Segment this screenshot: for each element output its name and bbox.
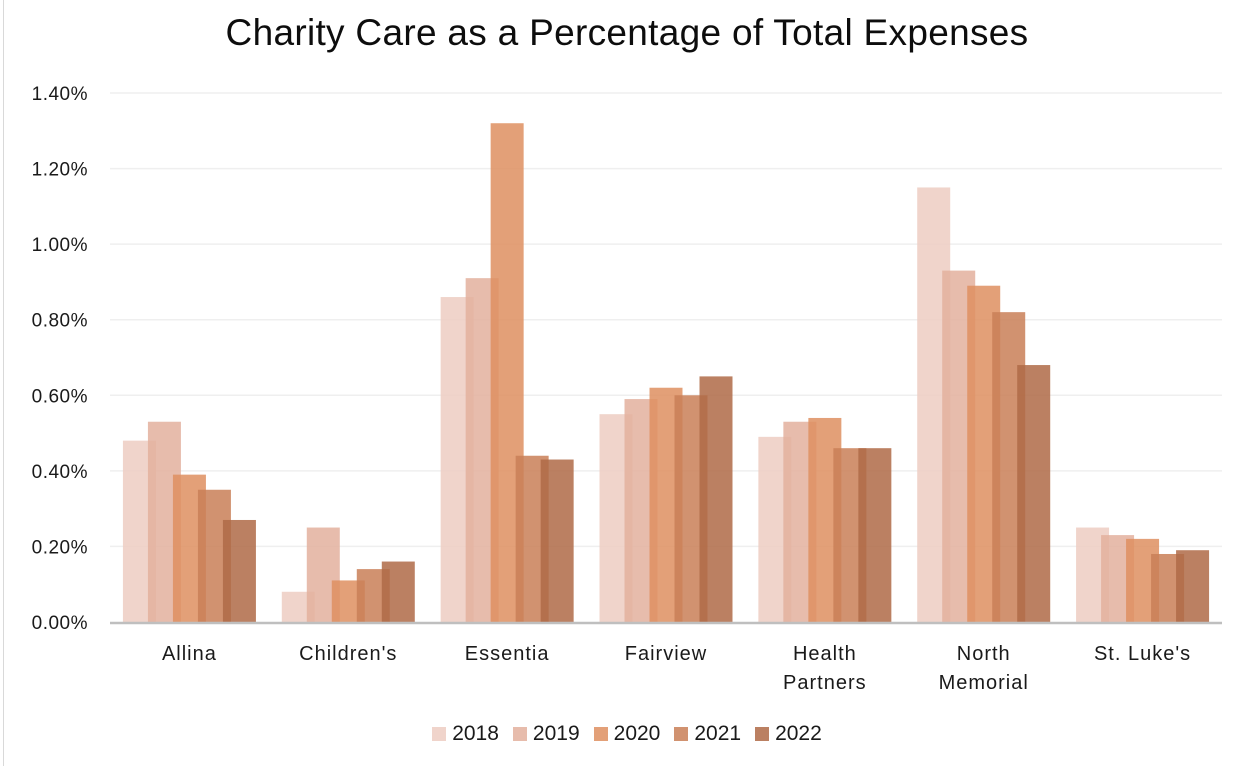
chart-title: Charity Care as a Percentage of Total Ex… — [225, 12, 1029, 53]
legend-item: 2018 — [432, 722, 499, 746]
legend-label: 2018 — [452, 722, 499, 745]
y-tick-label: 1.40% — [32, 84, 88, 105]
x-tick-label: Essentia — [465, 643, 550, 665]
legend-label: 2020 — [613, 722, 661, 745]
x-tick-label: Allina — [162, 643, 217, 665]
legend-item: 2019 — [512, 722, 580, 746]
legend-label: 2019 — [532, 722, 580, 745]
legend-swatch — [512, 727, 527, 741]
bar-2022 — [699, 376, 733, 622]
legend-label: 2021 — [694, 722, 742, 745]
x-tick-label: St. Luke's — [1094, 643, 1191, 665]
y-tick-label: 0.80% — [32, 311, 88, 332]
legend: 2018 2019 2020 2021 2022 — [0, 722, 1240, 746]
legend-swatch — [432, 727, 447, 741]
bar-2022 — [1176, 550, 1210, 622]
y-tick-label: 0.60% — [32, 386, 88, 407]
x-tick-label: Health Partners — [783, 643, 867, 694]
legend-item: 2020 — [593, 722, 661, 746]
legend-swatch — [593, 727, 608, 741]
bars — [122, 123, 1210, 622]
x-tick-label: North Memorial — [939, 643, 1029, 694]
bar-2022 — [222, 519, 256, 622]
y-tick-label: 1.20% — [32, 160, 88, 181]
legend-swatch — [755, 727, 770, 741]
legend-swatch — [674, 727, 689, 741]
x-axis-labels: Allina Children's Essentia Fairview Health Pa… — [162, 643, 1191, 694]
x-tick-label: Children's — [299, 643, 397, 665]
legend-label: 2022 — [775, 722, 822, 745]
bar-2022 — [858, 448, 892, 622]
y-tick-label: 0.20% — [32, 537, 88, 558]
legend-item: 2022 — [755, 722, 822, 746]
bar-2022 — [381, 561, 415, 622]
bar-2022 — [540, 459, 574, 622]
chart-border — [3, 0, 4, 766]
y-tick-label: 0.00% — [32, 613, 88, 634]
bar-2022 — [1017, 365, 1051, 622]
y-tick-label: 0.40% — [32, 462, 88, 483]
y-tick-label: 1.00% — [32, 235, 88, 256]
legend-item: 2021 — [674, 722, 741, 746]
y-axis-ticks: 0.00% 0.20% 0.40% 0.60% 0.80% 1.00% 1.20% 1.40% — [32, 84, 88, 634]
x-tick-label: Fairview — [625, 643, 707, 665]
